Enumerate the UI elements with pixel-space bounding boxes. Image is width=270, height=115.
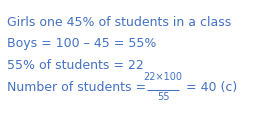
Text: = 40 (c): = 40 (c) [182, 80, 237, 93]
Text: 55% of students = 22: 55% of students = 22 [7, 59, 144, 71]
Text: Number of students =: Number of students = [7, 80, 150, 93]
Text: Boys = 100 – 45 = 55%: Boys = 100 – 45 = 55% [7, 37, 156, 50]
Text: Girls one 45% of students in a class: Girls one 45% of students in a class [7, 16, 231, 29]
Text: 55: 55 [157, 91, 169, 101]
Text: 22×100: 22×100 [143, 71, 183, 81]
